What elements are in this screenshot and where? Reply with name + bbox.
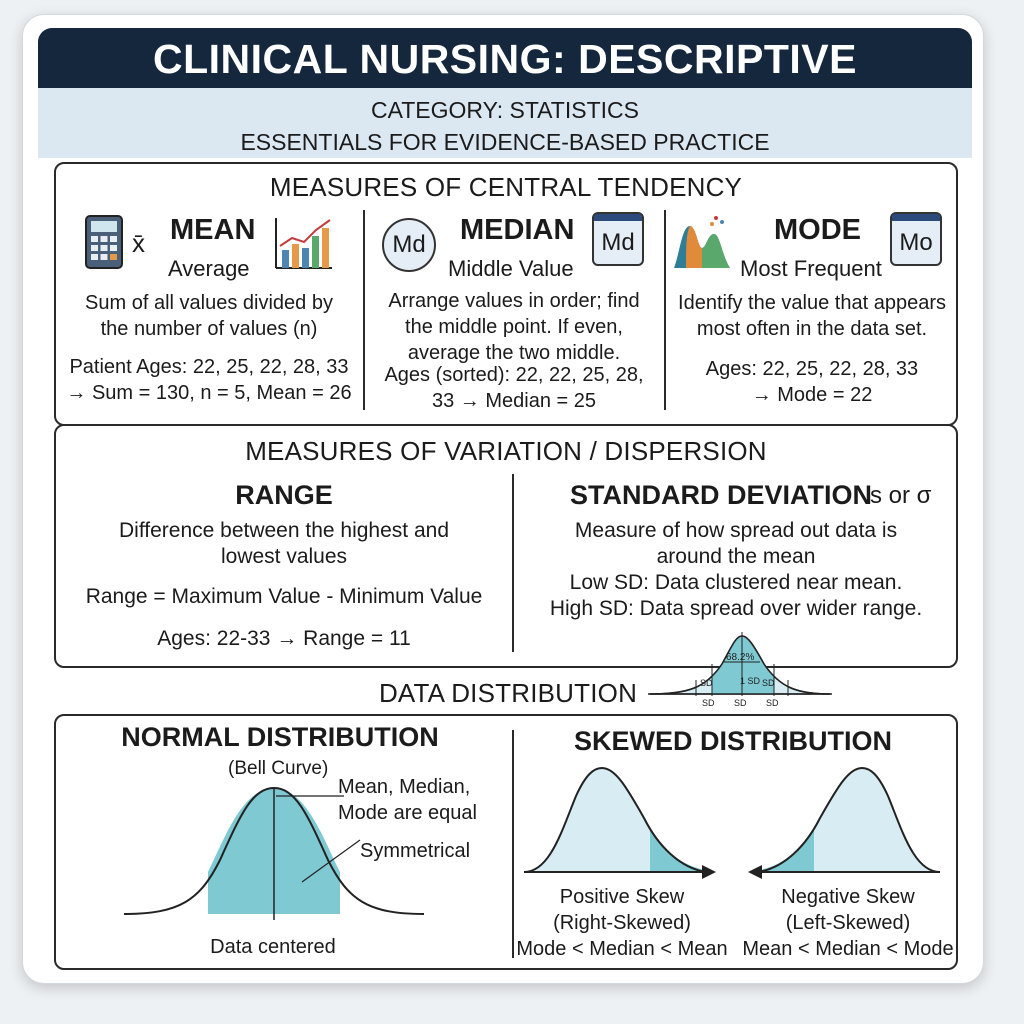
divider — [363, 210, 365, 410]
median-example-line-1: Ages (sorted): 22, 22, 25, 28, — [384, 364, 644, 386]
divider — [512, 730, 514, 958]
mean-example-line-1: Patient Ages: 22, 25, 22, 28, 33 — [69, 356, 349, 378]
negative-skew-line-3: Mean < Median < Mode — [742, 938, 954, 960]
positive-skew-curve — [523, 766, 716, 879]
sd-high: High SD: Data spread over wider range. — [549, 597, 923, 620]
central-tendency-title: MEASURES OF CENTRAL TENDENCY — [269, 172, 743, 202]
sd-label: SD — [734, 698, 747, 708]
negative-skew-line-1: Negative Skew — [781, 886, 915, 908]
mean-example: Patient Ages: 22, 25, 22, 28, 33 → Sum =… — [62, 354, 356, 406]
page-title: CLINICAL NURSING: DESCRIPTIVE STATISTICS — [38, 28, 972, 144]
mean-description-line-1: Sum of all values divided by — [85, 292, 333, 314]
divider — [512, 474, 514, 652]
median-title: MEDIAN — [460, 214, 575, 246]
mode-description-line-2: most often in the data set. — [696, 318, 928, 340]
mean-example-line-2: → Sum = 130, n = 5, Mean = 26 — [66, 382, 352, 404]
normal-title: NORMAL DISTRIBUTION — [121, 722, 439, 752]
sd-description-line-1: Measure of how spread out data is — [574, 519, 898, 542]
positive-skew-line-1: Positive Skew — [559, 886, 685, 908]
range-description-line-1: Difference between the highest and — [118, 519, 449, 542]
range-example: Ages: 22-33 → Range = 11 — [157, 627, 411, 650]
median-description-line-1: Arrange values in order; find — [388, 290, 640, 312]
subtitle: ESSENTIALS FOR EVIDENCE-BASED PRACTICE — [240, 129, 770, 155]
sd-symbol: s or σ — [870, 482, 932, 509]
range-description: Difference between the highest and lowes… — [56, 518, 512, 570]
median-example: Ages (sorted): 22, 22, 25, 28, 33 → Medi… — [368, 362, 660, 414]
normal-callout-equal: Mean, Median, Mode are equal — [338, 774, 488, 826]
median-circle-icon: Md — [382, 218, 436, 272]
normal-subtitle: (Bell Curve) — [228, 758, 329, 779]
sd-pct-label: 68.2% — [726, 652, 755, 663]
range-formula: Range = Maximum Value - Minimum Value — [85, 585, 483, 608]
normal-callout-line-1: Mean, Median, — [338, 776, 471, 798]
normal-bell-curve — [123, 786, 425, 920]
mean-symbol: x̄ — [132, 228, 145, 258]
mode-description: Identify the value that appears most oft… — [668, 290, 956, 342]
negative-skew-label: Negative Skew (Left-Skewed) Mean < Media… — [740, 884, 956, 962]
sd-label: SD — [762, 678, 775, 688]
mode-title: MODE — [774, 214, 861, 246]
sd-description: Measure of how spread out data is around… — [516, 518, 956, 570]
mean-description: Sum of all values divided by the number … — [62, 290, 356, 342]
positive-skew-line-2: (Right-Skewed) — [553, 912, 691, 934]
divider — [664, 210, 666, 410]
central-tendency-box — [54, 162, 958, 426]
sd-label: SD — [702, 698, 715, 708]
mean-subtitle: Average — [168, 256, 250, 281]
median-description-line-2: the middle point. If even, — [405, 316, 623, 338]
mode-description-line-1: Identify the value that appears — [678, 292, 946, 314]
range-description-line-2: lowest values — [220, 545, 348, 568]
mean-title: MEAN — [170, 214, 256, 246]
calculator-icon — [85, 215, 123, 269]
variation-box — [54, 424, 958, 668]
mode-example-line-2: → Mode = 22 — [751, 384, 873, 406]
skewed-title: SKEWED DISTRIBUTION — [573, 726, 892, 756]
bar-chart-icon — [275, 218, 332, 269]
mode-example: Ages: 22, 25, 22, 28, 33 → Mode = 22 — [668, 356, 956, 408]
normal-caption: Data centered — [210, 936, 336, 958]
category-label: CATEGORY: STATISTICS — [371, 97, 639, 123]
median-description-line-3: average the two middle. — [407, 342, 621, 364]
mode-example-line-1: Ages: 22, 25, 22, 28, 33 — [705, 358, 919, 380]
median-example-line-2: 33 → Median = 25 — [432, 390, 596, 412]
sd-bell-curve-diagram — [648, 632, 832, 696]
sd-description-line-2: around the mean — [656, 545, 816, 568]
subheader: CATEGORY: STATISTICS ESSENTIALS FOR EVID… — [38, 88, 972, 158]
sd-one-label: 1 SD — [740, 676, 761, 686]
sd-label: SD — [700, 678, 713, 688]
normal-callout-line-2: Mode are equal — [338, 802, 477, 824]
mode-histogram-icon — [674, 216, 730, 268]
range-title: RANGE — [235, 480, 333, 510]
median-subtitle: Middle Value — [448, 256, 574, 281]
sd-label: SD — [766, 698, 779, 708]
median-description: Arrange values in order; find the middle… — [368, 288, 660, 366]
median-window-icon: Md — [592, 212, 644, 266]
normal-callout-symmetrical: Symmetrical — [360, 840, 471, 862]
positive-skew-label: Positive Skew (Right-Skewed) Mode < Medi… — [514, 884, 730, 962]
mode-window-icon: Mo — [890, 212, 942, 266]
distribution-title: DATA DISTRIBUTION — [378, 678, 638, 708]
variation-title: MEASURES OF VARIATION / DISPERSION — [245, 436, 767, 466]
mode-subtitle: Most Frequent — [740, 256, 882, 281]
mean-description-line-2: the number of values (n) — [100, 318, 318, 340]
negative-skew-curve — [748, 766, 941, 879]
sd-title: STANDARD DEVIATION — [570, 480, 872, 510]
positive-skew-line-3: Mode < Median < Mean — [516, 938, 728, 960]
sd-low: Low SD: Data clustered near mean. — [569, 571, 903, 594]
negative-skew-line-2: (Left-Skewed) — [785, 912, 911, 934]
